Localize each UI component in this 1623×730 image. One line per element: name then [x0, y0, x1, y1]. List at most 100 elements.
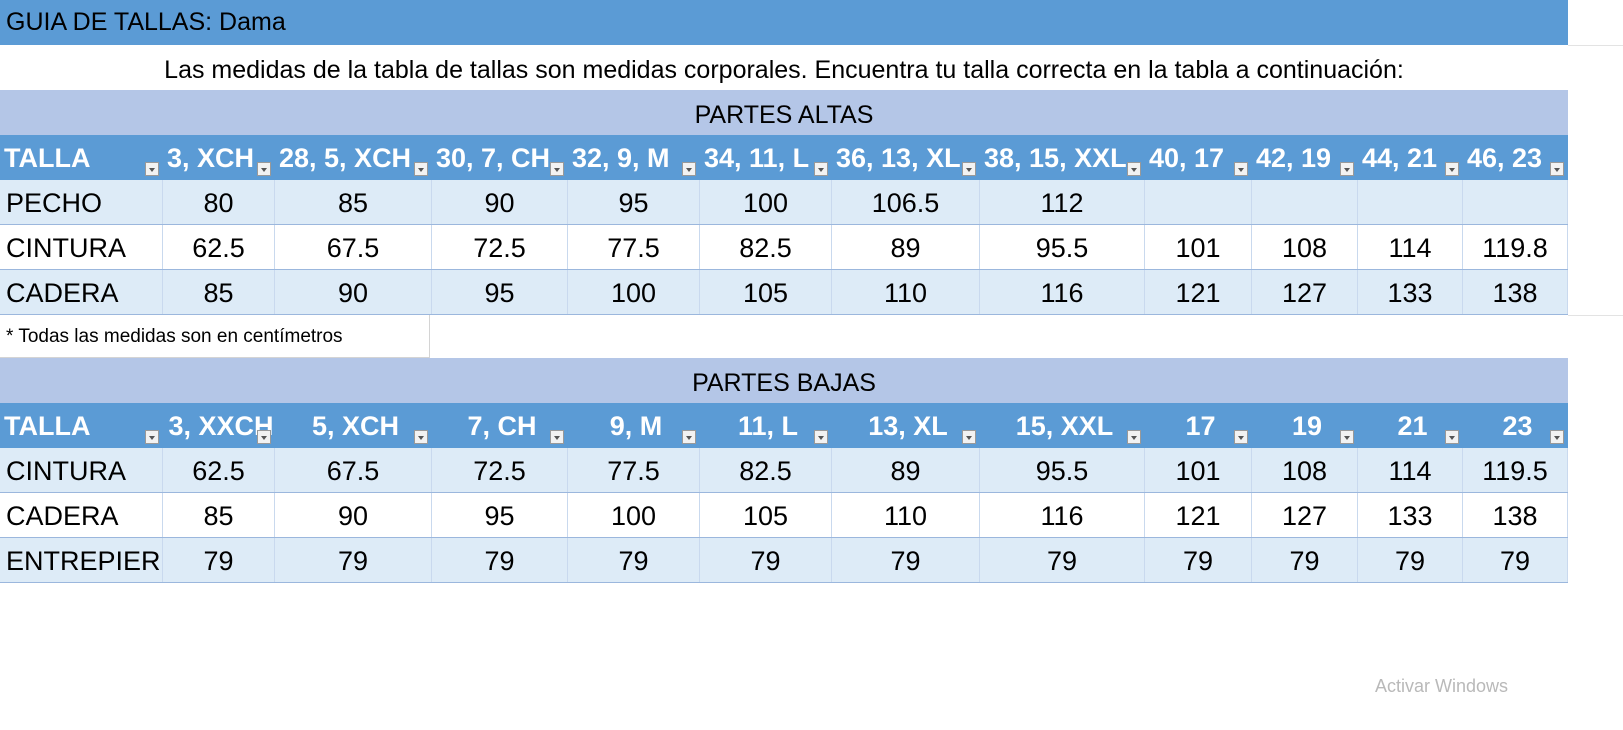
- table-cell[interactable]: 90: [275, 270, 432, 314]
- row-label[interactable]: CADERA: [0, 493, 163, 537]
- table-cell[interactable]: [1252, 180, 1358, 224]
- table-cell[interactable]: 67.5: [275, 448, 432, 492]
- column-header[interactable]: 9, M: [568, 403, 700, 448]
- column-header[interactable]: 3, XCH: [163, 135, 275, 180]
- filter-dropdown-icon[interactable]: [1127, 162, 1141, 176]
- table-cell[interactable]: 106.5: [832, 180, 980, 224]
- table-cell[interactable]: 119.5: [1463, 448, 1568, 492]
- table-cell[interactable]: 105: [700, 270, 832, 314]
- table-cell[interactable]: 127: [1252, 493, 1358, 537]
- table-cell[interactable]: 79: [163, 538, 275, 582]
- filter-dropdown-icon[interactable]: [145, 162, 159, 176]
- column-header[interactable]: 3, XXCH: [163, 403, 275, 448]
- filter-dropdown-icon[interactable]: [550, 162, 564, 176]
- table-cell[interactable]: 79: [275, 538, 432, 582]
- table-cell[interactable]: 101: [1145, 448, 1252, 492]
- column-header[interactable]: 21: [1358, 403, 1463, 448]
- table-cell[interactable]: 95: [432, 270, 568, 314]
- table-cell[interactable]: 79: [832, 538, 980, 582]
- table-cell[interactable]: 62.5: [163, 225, 275, 269]
- filter-dropdown-icon[interactable]: [1340, 162, 1354, 176]
- filter-dropdown-icon[interactable]: [682, 430, 696, 444]
- filter-dropdown-icon[interactable]: [145, 430, 159, 444]
- row-label[interactable]: CINTURA: [0, 448, 163, 492]
- table-cell[interactable]: 110: [832, 493, 980, 537]
- table-cell[interactable]: 114: [1358, 448, 1463, 492]
- table-cell[interactable]: 100: [568, 270, 700, 314]
- table-cell[interactable]: 101: [1145, 225, 1252, 269]
- table-cell[interactable]: 121: [1145, 493, 1252, 537]
- table-cell[interactable]: 100: [700, 180, 832, 224]
- table-cell[interactable]: 85: [163, 493, 275, 537]
- column-header[interactable]: 19: [1252, 403, 1358, 448]
- table-cell[interactable]: 80: [163, 180, 275, 224]
- column-header[interactable]: TALLA: [0, 403, 163, 448]
- column-header[interactable]: 13, XL: [832, 403, 980, 448]
- table-cell[interactable]: 138: [1463, 270, 1568, 314]
- column-header[interactable]: 28, 5, XCH: [275, 135, 432, 180]
- row-label[interactable]: PECHO: [0, 180, 163, 224]
- table-cell[interactable]: 116: [980, 270, 1145, 314]
- table-cell[interactable]: 95.5: [980, 448, 1145, 492]
- table-cell[interactable]: 72.5: [432, 448, 568, 492]
- column-header[interactable]: 17: [1145, 403, 1252, 448]
- table-cell[interactable]: [1358, 180, 1463, 224]
- table-cell[interactable]: [1145, 180, 1252, 224]
- table-cell[interactable]: [1463, 180, 1568, 224]
- table-cell[interactable]: 95: [568, 180, 700, 224]
- table-cell[interactable]: 119.8: [1463, 225, 1568, 269]
- filter-dropdown-icon[interactable]: [1234, 162, 1248, 176]
- table-cell[interactable]: 79: [980, 538, 1145, 582]
- column-header[interactable]: 36, 13, XL: [832, 135, 980, 180]
- filter-dropdown-icon[interactable]: [1550, 162, 1564, 176]
- filter-dropdown-icon[interactable]: [1550, 430, 1564, 444]
- filter-dropdown-icon[interactable]: [257, 162, 271, 176]
- filter-dropdown-icon[interactable]: [1127, 430, 1141, 444]
- table-cell[interactable]: 72.5: [432, 225, 568, 269]
- column-header[interactable]: 32, 9, M: [568, 135, 700, 180]
- table-cell[interactable]: 90: [275, 493, 432, 537]
- filter-dropdown-icon[interactable]: [814, 162, 828, 176]
- table-cell[interactable]: 79: [1358, 538, 1463, 582]
- table-cell[interactable]: 127: [1252, 270, 1358, 314]
- filter-dropdown-icon[interactable]: [814, 430, 828, 444]
- column-header[interactable]: 40, 17: [1145, 135, 1252, 180]
- table-cell[interactable]: 133: [1358, 493, 1463, 537]
- table-cell[interactable]: 79: [1463, 538, 1568, 582]
- table-cell[interactable]: 85: [275, 180, 432, 224]
- table-cell[interactable]: 90: [432, 180, 568, 224]
- filter-dropdown-icon[interactable]: [1445, 430, 1459, 444]
- filter-dropdown-icon[interactable]: [682, 162, 696, 176]
- table-cell[interactable]: 100: [568, 493, 700, 537]
- table-cell[interactable]: 121: [1145, 270, 1252, 314]
- table-cell[interactable]: 110: [832, 270, 980, 314]
- table-cell[interactable]: 95.5: [980, 225, 1145, 269]
- filter-dropdown-icon[interactable]: [1340, 430, 1354, 444]
- table-cell[interactable]: 105: [700, 493, 832, 537]
- table-cell[interactable]: 79: [1145, 538, 1252, 582]
- table-cell[interactable]: 138: [1463, 493, 1568, 537]
- column-header[interactable]: 5, XCH: [275, 403, 432, 448]
- table-cell[interactable]: 79: [1252, 538, 1358, 582]
- table-cell[interactable]: 67.5: [275, 225, 432, 269]
- filter-dropdown-icon[interactable]: [1445, 162, 1459, 176]
- filter-dropdown-icon[interactable]: [962, 162, 976, 176]
- column-header[interactable]: 11, L: [700, 403, 832, 448]
- table-cell[interactable]: 112: [980, 180, 1145, 224]
- table-cell[interactable]: 89: [832, 225, 980, 269]
- filter-dropdown-icon[interactable]: [414, 162, 428, 176]
- table-cell[interactable]: 77.5: [568, 448, 700, 492]
- column-header[interactable]: 30, 7, CH: [432, 135, 568, 180]
- table-cell[interactable]: 79: [700, 538, 832, 582]
- table-cell[interactable]: 133: [1358, 270, 1463, 314]
- column-header[interactable]: TALLA: [0, 135, 163, 180]
- filter-dropdown-icon[interactable]: [550, 430, 564, 444]
- table-cell[interactable]: 114: [1358, 225, 1463, 269]
- filter-dropdown-icon[interactable]: [962, 430, 976, 444]
- table-cell[interactable]: 89: [832, 448, 980, 492]
- table-cell[interactable]: 77.5: [568, 225, 700, 269]
- table-cell[interactable]: 85: [163, 270, 275, 314]
- column-header[interactable]: 23: [1463, 403, 1568, 448]
- column-header[interactable]: 42, 19: [1252, 135, 1358, 180]
- table-cell[interactable]: 79: [432, 538, 568, 582]
